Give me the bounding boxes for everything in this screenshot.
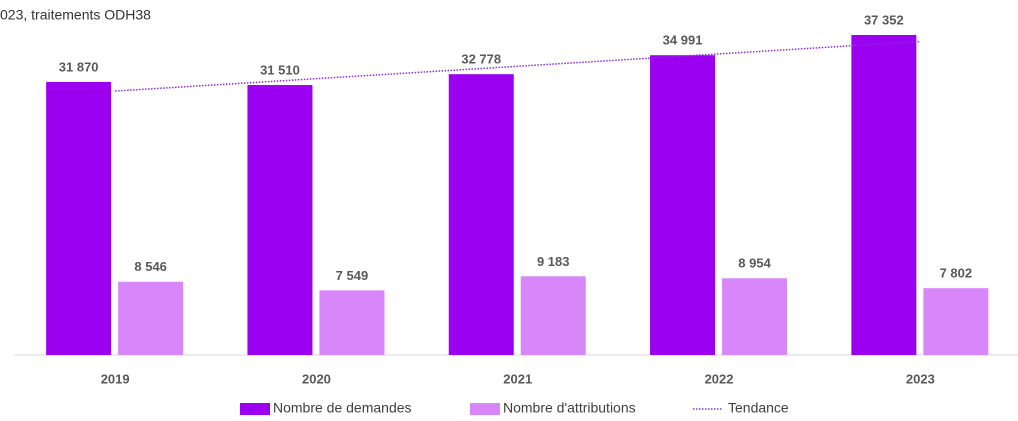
bar: [46, 81, 112, 356]
value-label: 31 510: [260, 62, 300, 77]
value-label: 34 991: [663, 33, 703, 48]
x-tick-label: 2023: [906, 371, 935, 386]
legend-swatch: [470, 403, 500, 415]
bar: [448, 74, 514, 355]
x-tick-label: 2019: [101, 371, 130, 386]
legend-label: Nombre de demandes: [273, 400, 412, 416]
value-label: 8 954: [738, 256, 771, 271]
value-label: 31 870: [59, 59, 99, 74]
bar: [851, 34, 917, 355]
value-label: 9 183: [537, 254, 570, 269]
bar: [520, 276, 586, 355]
legend-label: Tendance: [728, 400, 789, 416]
bar: [319, 290, 385, 355]
x-tick-label: 2022: [705, 371, 734, 386]
trend-line: [115, 40, 921, 92]
value-label: 37 352: [864, 12, 904, 27]
bar: [650, 55, 716, 356]
x-tick-label: 2021: [503, 371, 532, 386]
legend-label: Nombre d'attributions: [503, 400, 636, 416]
value-label: 8 546: [134, 259, 167, 274]
chart-title: 023, traitements ODH38: [0, 7, 151, 23]
bar: [722, 278, 788, 355]
value-label: 7 549: [336, 268, 369, 283]
bar: [923, 288, 989, 355]
x-tick-label: 2020: [302, 371, 331, 386]
value-label: 32 778: [461, 52, 501, 67]
legend-swatch: [240, 403, 270, 415]
bar: [118, 281, 184, 355]
value-label: 7 802: [940, 266, 973, 281]
bar: [247, 85, 313, 355]
